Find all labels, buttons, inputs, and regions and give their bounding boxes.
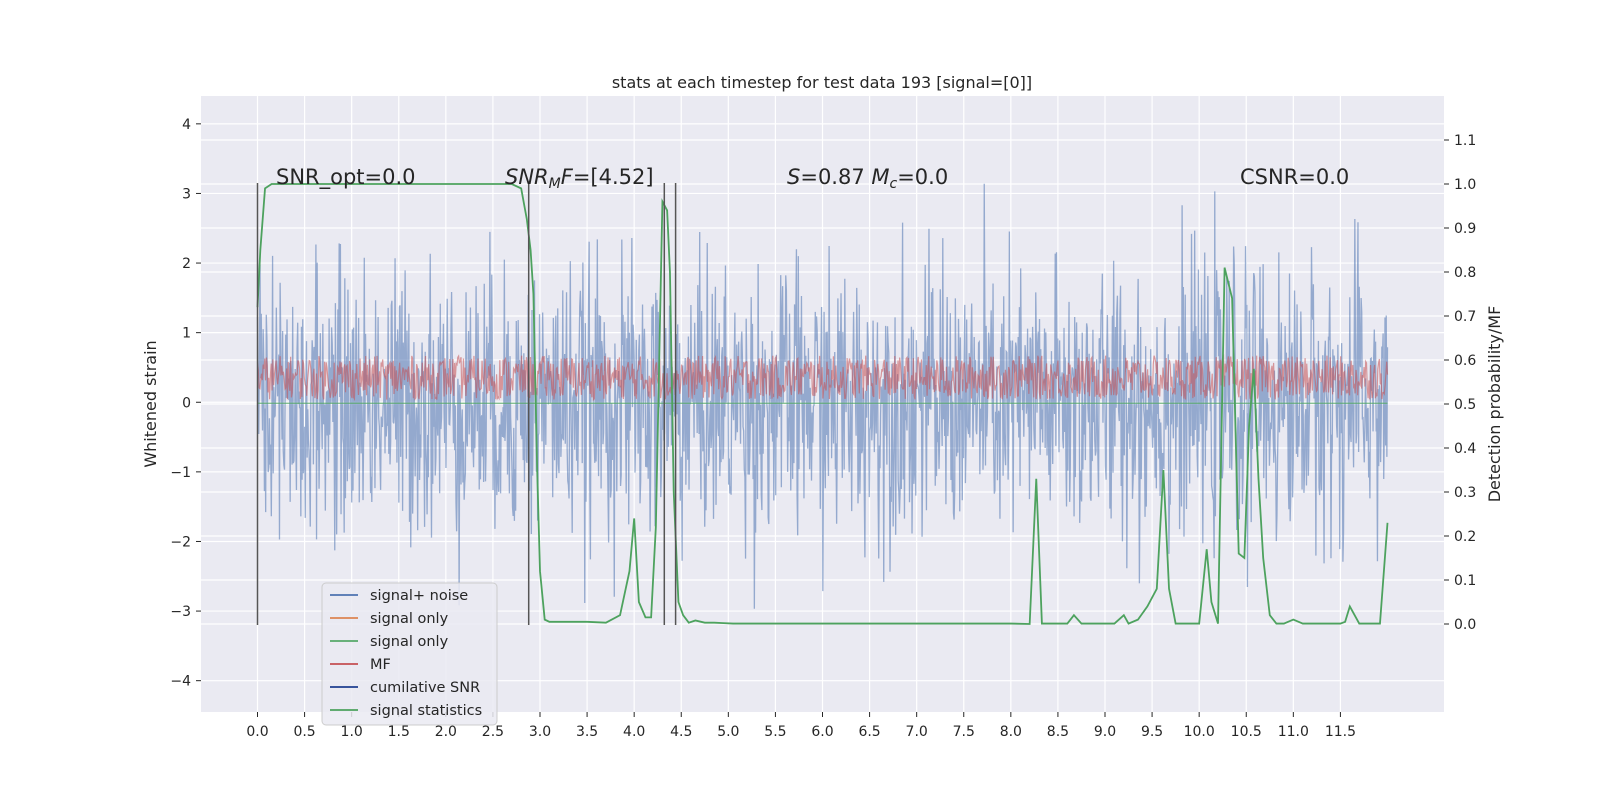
- y-axis-right-ticks: 0.0 0.1 0.2 0.3 0.4 0.5 0.6 0.7 0.8 0.9 1.0 1.1: [1444, 133, 1476, 633]
- x-tick-label: 10.5: [1231, 724, 1262, 740]
- y-tick-label-right: 1.0: [1454, 177, 1476, 193]
- annotation-part: S: [787, 165, 800, 189]
- y-tick-label-left: −1: [170, 465, 191, 481]
- y-tick-label-left: 2: [182, 256, 191, 272]
- series-signal-noise-line: [256, 183, 1389, 609]
- annotation-part: F: [561, 165, 574, 189]
- y-tick-label-left: 4: [182, 117, 191, 133]
- legend: signal+ noise signal only signal only MF cum…: [321, 582, 498, 726]
- x-tick-label: 11.0: [1278, 724, 1309, 740]
- y-tick-label-right: 0.8: [1454, 265, 1476, 281]
- annotation-part: =0.0: [897, 165, 948, 189]
- annotations: SNR_opt=0.0 SNRMF=[4.52] S=0.87 Mc=0.0 CSNR…: [276, 165, 1349, 192]
- x-tick-label: 2.5: [482, 724, 504, 740]
- plot-content: [256, 183, 1389, 625]
- x-tick-label: 9.0: [1094, 724, 1116, 740]
- y-tick-label-left: −4: [170, 674, 191, 690]
- x-axis-ticks: 0.0 0.5 1.0 1.5 2.0 2.5 3.0 3.5 4.0 4.5 5.0 5.5 6.0 6…: [246, 712, 1356, 740]
- x-tick-label: 6.5: [858, 724, 880, 740]
- y-tick-label-left: −2: [170, 534, 191, 550]
- x-tick-label: 9.5: [1141, 724, 1163, 740]
- x-tick-label: 6.0: [811, 724, 833, 740]
- x-tick-label: 1.5: [388, 724, 410, 740]
- series-signal-statistics-line: [256, 183, 1389, 625]
- x-tick-label: 8.5: [1047, 724, 1069, 740]
- y-tick-label-right: 0.3: [1454, 485, 1476, 501]
- y-tick-label-right: 0.0: [1454, 617, 1476, 633]
- x-tick-label: 3.0: [529, 724, 551, 740]
- legend-label: cumilative SNR: [370, 680, 480, 696]
- y-tick-label-left: 1: [182, 326, 191, 342]
- grid-lines: [201, 96, 1444, 712]
- legend-label: signal+ noise: [370, 588, 468, 604]
- series-mf-line: [256, 354, 1389, 402]
- x-tick-label: 4.5: [670, 724, 692, 740]
- x-tick-label: 1.0: [341, 724, 363, 740]
- y-axis-left-ticks: −4 −3 −2 −1 0 1 2 3 4: [170, 117, 201, 690]
- x-tick-label: 11.5: [1325, 724, 1356, 740]
- x-tick-label: 7.5: [953, 724, 975, 740]
- x-tick-label: 4.0: [623, 724, 645, 740]
- y-tick-label-right: 0.2: [1454, 529, 1476, 545]
- y-tick-label-right: 0.6: [1454, 353, 1476, 369]
- x-tick-label: 5.5: [764, 724, 786, 740]
- y-tick-label-left: 3: [182, 186, 191, 202]
- y-axis-right-label: Detection probability/MF: [1485, 306, 1504, 503]
- y-tick-label-right: 0.7: [1454, 309, 1476, 325]
- annotation-part: SNR_opt=0.0: [276, 165, 416, 190]
- x-tick-label: 10.0: [1184, 724, 1215, 740]
- legend-label: signal only: [370, 634, 449, 650]
- y-tick-label-right: 0.1: [1454, 573, 1476, 589]
- annotation-part: CSNR=0.0: [1240, 165, 1349, 189]
- legend-label: MF: [370, 657, 391, 673]
- y-tick-label-right: 0.4: [1454, 441, 1476, 457]
- x-tick-label: 3.5: [576, 724, 598, 740]
- annotation-3: S=0.87 Mc=0.0: [787, 165, 948, 192]
- chart-title: stats at each timestep for test data 193…: [612, 73, 1032, 92]
- annotation-part: =[4.52]: [573, 165, 654, 189]
- x-tick-label: 2.0: [435, 724, 457, 740]
- annotation-part: c: [890, 176, 898, 192]
- y-tick-label-right: 0.5: [1454, 397, 1476, 413]
- vertical-marker-lines: [256, 183, 677, 625]
- x-tick-label: 8.0: [1000, 724, 1022, 740]
- annotation-part: M: [549, 176, 561, 192]
- annotation-part: =0.87: [800, 165, 871, 189]
- y-tick-label-left: 0: [182, 395, 191, 411]
- x-tick-label: 7.0: [906, 724, 928, 740]
- annotation-1: SNR_opt=0.0: [276, 165, 416, 190]
- annotation-2: SNRMF=[4.52]: [505, 165, 654, 192]
- annotation-part: M: [871, 165, 889, 189]
- y-tick-label-right: 1.1: [1454, 133, 1476, 149]
- legend-label: signal only: [370, 611, 449, 627]
- y-tick-label-right: 0.9: [1454, 221, 1476, 237]
- legend-box: [321, 582, 498, 726]
- y-axis-left-label: Whitened strain: [141, 340, 160, 467]
- annotation-part: SNR: [505, 165, 549, 189]
- y-tick-label-left: −3: [170, 604, 191, 620]
- x-tick-label: 5.0: [717, 724, 739, 740]
- annotation-4: CSNR=0.0: [1240, 165, 1349, 189]
- x-tick-label: 0.0: [246, 724, 268, 740]
- x-tick-label: 0.5: [293, 724, 315, 740]
- legend-label: signal statistics: [370, 703, 482, 719]
